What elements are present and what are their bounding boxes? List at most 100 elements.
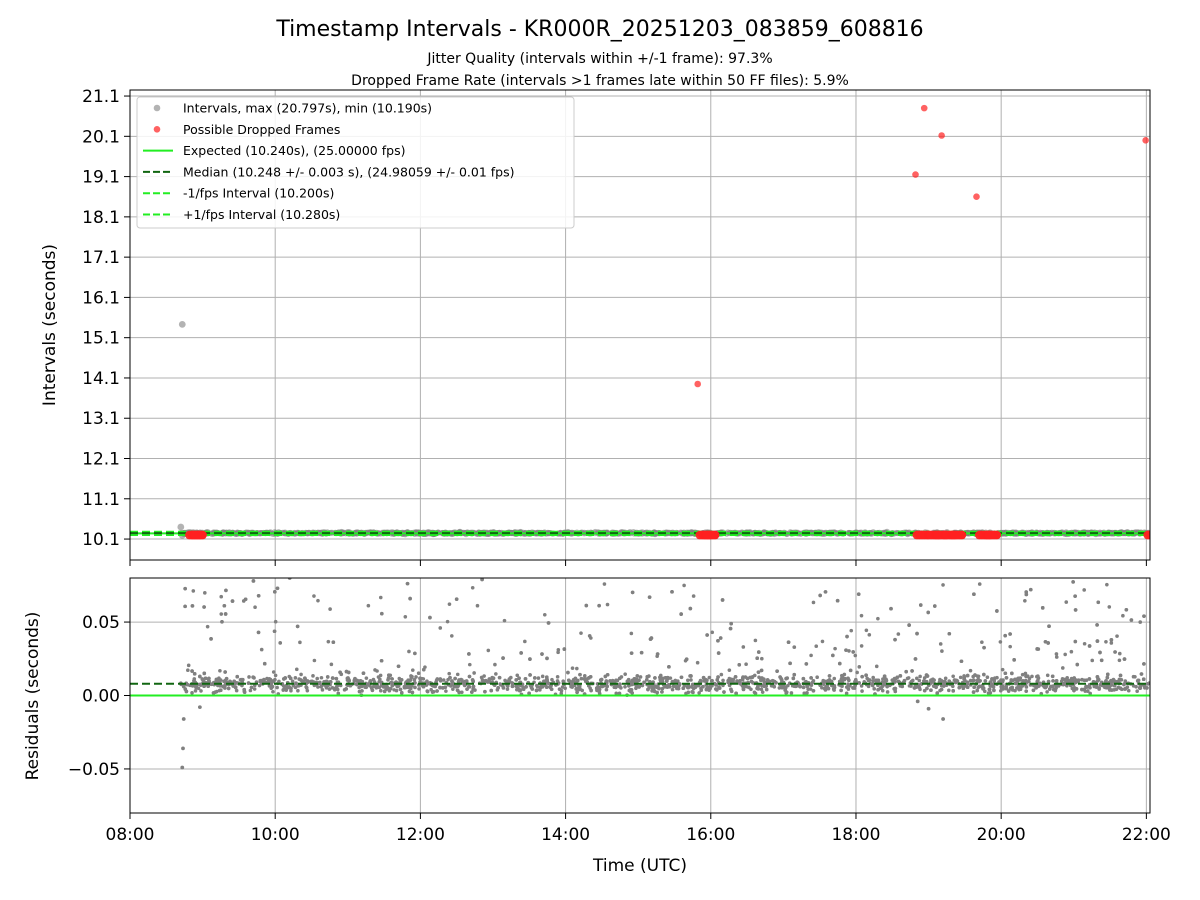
residual-point bbox=[900, 684, 905, 689]
residual-point bbox=[939, 679, 944, 683]
residual-point bbox=[699, 688, 704, 692]
residual-point bbox=[597, 603, 601, 608]
residual-point bbox=[748, 675, 753, 680]
residual-point bbox=[183, 604, 187, 609]
residual-point bbox=[1017, 687, 1021, 692]
residual-point bbox=[708, 686, 713, 691]
residual-point bbox=[1117, 651, 1122, 656]
residual-point bbox=[1053, 688, 1058, 693]
residual-point bbox=[786, 640, 791, 644]
residual-point bbox=[632, 676, 637, 681]
residual-point bbox=[298, 640, 302, 645]
residual-point bbox=[1031, 688, 1036, 693]
residual-point bbox=[1133, 674, 1137, 679]
residual-point bbox=[269, 681, 274, 686]
residual-point bbox=[570, 685, 574, 689]
residual-point bbox=[639, 650, 644, 655]
residual-point bbox=[535, 684, 540, 689]
bottom-data-area bbox=[130, 578, 1150, 770]
residual-point bbox=[972, 685, 976, 690]
residual-point bbox=[326, 639, 331, 644]
residual-point bbox=[763, 680, 767, 685]
residual-point bbox=[475, 603, 480, 608]
residual-point bbox=[884, 677, 888, 682]
residual-point bbox=[502, 618, 507, 623]
residual-point bbox=[1136, 678, 1140, 683]
residual-point bbox=[540, 674, 545, 679]
bottom-ytick-label-1: 0.00 bbox=[82, 687, 120, 707]
residual-point bbox=[851, 686, 855, 690]
residual-point bbox=[762, 677, 766, 682]
residual-point bbox=[853, 678, 858, 682]
residual-point bbox=[792, 684, 796, 688]
residual-point bbox=[408, 678, 413, 682]
residual-point bbox=[947, 631, 952, 636]
residual-point bbox=[325, 675, 330, 679]
residual-point bbox=[257, 683, 262, 688]
bottom-axes-frame bbox=[129, 577, 1151, 814]
bottom-xtick-label-5: 18:00 bbox=[831, 825, 880, 845]
residual-point bbox=[626, 677, 631, 682]
residual-point-notable-9 bbox=[941, 717, 945, 721]
residual-point bbox=[1129, 618, 1134, 622]
residual-point bbox=[931, 677, 935, 682]
residual-point bbox=[194, 685, 198, 690]
residual-point bbox=[1138, 620, 1143, 624]
residual-point bbox=[190, 691, 194, 695]
residual-point bbox=[455, 672, 460, 677]
residual-point bbox=[832, 676, 837, 681]
top-ytick-label-2: 12.1 bbox=[82, 450, 120, 470]
residual-point bbox=[857, 665, 862, 669]
residual-point bbox=[183, 586, 187, 591]
residual-point bbox=[1045, 673, 1050, 678]
residual-point bbox=[759, 687, 764, 692]
residual-point bbox=[915, 631, 919, 636]
residual-point bbox=[605, 684, 609, 689]
residual-point bbox=[876, 687, 880, 692]
residual-point bbox=[489, 688, 494, 693]
residual-point bbox=[399, 677, 404, 682]
residual-point bbox=[630, 590, 635, 595]
residual-point bbox=[262, 661, 267, 666]
legend-intervals-marker bbox=[153, 104, 161, 112]
legend-label-2: Expected (10.240s), (25.00000 fps) bbox=[183, 143, 405, 158]
residual-point bbox=[1056, 684, 1061, 688]
residual-point bbox=[410, 674, 414, 679]
residual-point bbox=[1024, 590, 1029, 594]
residual-point bbox=[545, 656, 549, 661]
dropped-frame-point-16 bbox=[1142, 137, 1149, 144]
residual-point bbox=[1073, 686, 1078, 691]
dropped-frame-point-7 bbox=[920, 104, 928, 112]
residual-point bbox=[808, 687, 813, 691]
residual-point bbox=[885, 683, 890, 688]
residual-point bbox=[438, 685, 442, 690]
residual-point bbox=[1012, 658, 1016, 662]
residual-point bbox=[866, 678, 871, 683]
residual-point bbox=[677, 682, 682, 686]
residual-point bbox=[845, 634, 849, 639]
residual-point bbox=[1087, 644, 1092, 648]
residual-point bbox=[734, 691, 738, 696]
residual-point bbox=[876, 679, 880, 684]
residual-point bbox=[977, 582, 982, 586]
residual-point bbox=[1071, 580, 1075, 584]
residual-point bbox=[909, 684, 913, 688]
residual-point bbox=[1142, 662, 1146, 666]
residual-point bbox=[665, 679, 669, 683]
residual-point bbox=[496, 685, 500, 690]
residual-point bbox=[764, 687, 769, 692]
residual-point bbox=[435, 689, 439, 693]
residual-point bbox=[729, 677, 733, 682]
residual-point bbox=[428, 615, 432, 620]
residual-point bbox=[1098, 650, 1102, 655]
residual-point bbox=[1082, 588, 1087, 592]
residual-point bbox=[497, 675, 502, 680]
residual-point bbox=[223, 612, 228, 616]
residual-point bbox=[453, 684, 458, 689]
residual-point bbox=[328, 607, 332, 611]
residual-point bbox=[1013, 688, 1017, 693]
residual-point bbox=[922, 688, 927, 693]
residual-point bbox=[991, 685, 996, 689]
residual-point bbox=[1084, 684, 1088, 689]
residual-point bbox=[347, 678, 351, 683]
